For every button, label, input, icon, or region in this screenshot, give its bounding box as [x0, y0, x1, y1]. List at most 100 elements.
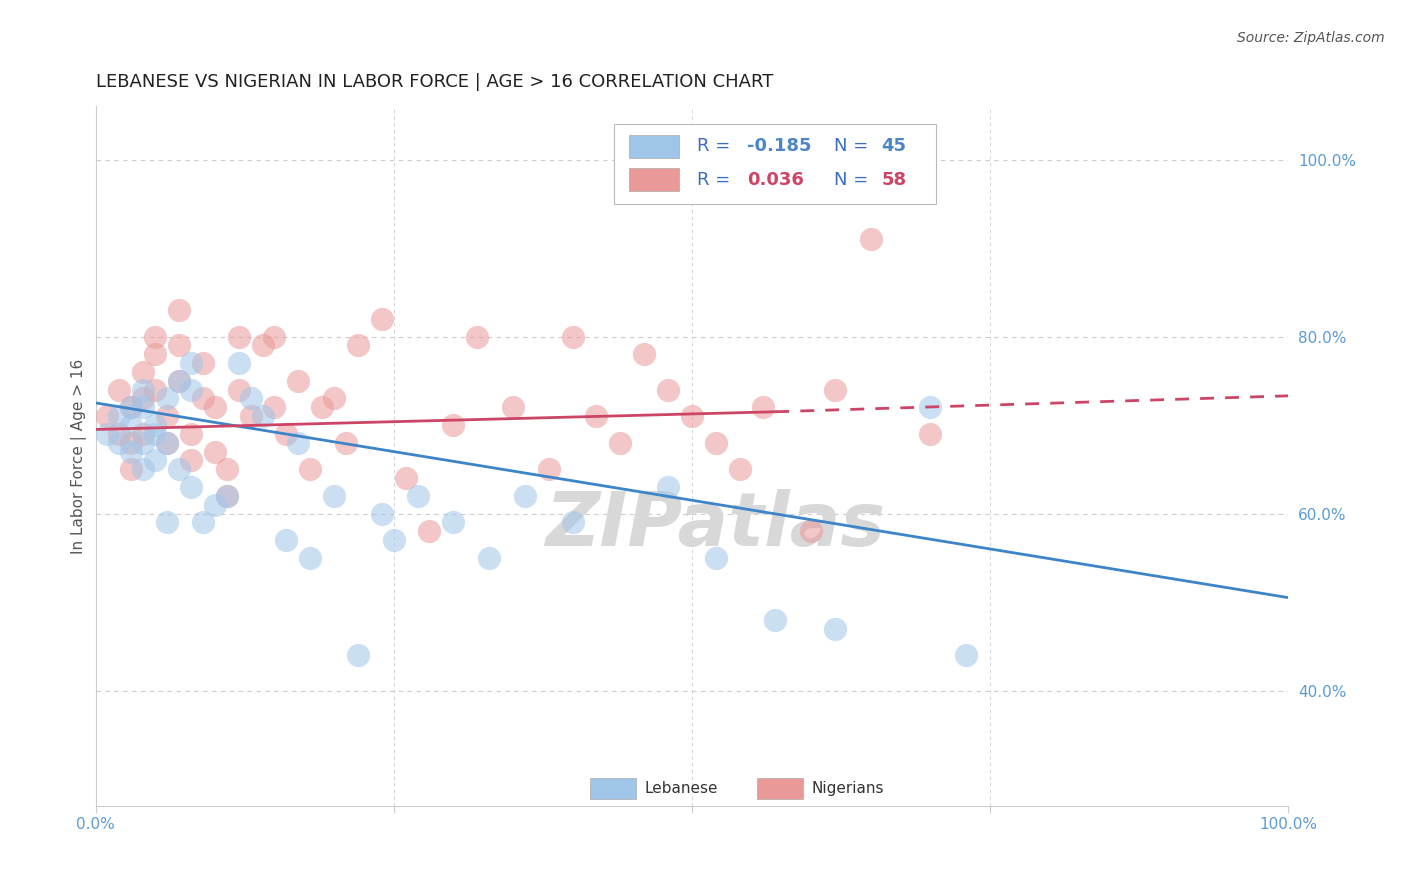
- Point: [252, 409, 274, 424]
- Point: [215, 489, 238, 503]
- Point: [537, 462, 560, 476]
- Text: -0.185: -0.185: [747, 137, 811, 155]
- Point: [191, 392, 214, 406]
- Point: [228, 329, 250, 343]
- Point: [239, 409, 262, 424]
- Point: [395, 471, 418, 485]
- Point: [287, 374, 309, 388]
- Point: [120, 417, 142, 432]
- Point: [252, 338, 274, 352]
- Point: [263, 329, 285, 343]
- Text: 45: 45: [882, 137, 907, 155]
- Point: [585, 409, 607, 424]
- Point: [382, 533, 405, 547]
- Point: [920, 426, 942, 441]
- Point: [239, 392, 262, 406]
- Text: 58: 58: [882, 171, 907, 189]
- Point: [167, 303, 190, 318]
- FancyBboxPatch shape: [628, 169, 679, 192]
- Point: [120, 444, 142, 458]
- Point: [108, 409, 131, 424]
- Y-axis label: In Labor Force | Age > 16: In Labor Force | Age > 16: [72, 359, 87, 554]
- Point: [191, 356, 214, 370]
- Point: [204, 444, 226, 458]
- Text: R =: R =: [696, 137, 735, 155]
- Point: [441, 516, 464, 530]
- FancyBboxPatch shape: [758, 778, 803, 798]
- Point: [132, 435, 155, 450]
- Point: [276, 426, 298, 441]
- Point: [96, 426, 118, 441]
- Point: [335, 435, 357, 450]
- Point: [478, 550, 501, 565]
- Point: [143, 329, 166, 343]
- Point: [633, 347, 655, 361]
- Point: [96, 409, 118, 424]
- Point: [287, 435, 309, 450]
- Point: [132, 392, 155, 406]
- Point: [215, 489, 238, 503]
- Point: [763, 613, 786, 627]
- Point: [132, 462, 155, 476]
- Text: N =: N =: [834, 137, 873, 155]
- Point: [920, 401, 942, 415]
- Text: R =: R =: [696, 171, 735, 189]
- Text: Source: ZipAtlas.com: Source: ZipAtlas.com: [1237, 31, 1385, 45]
- Point: [347, 648, 370, 662]
- Text: 0.036: 0.036: [747, 171, 804, 189]
- Point: [441, 417, 464, 432]
- Point: [561, 516, 583, 530]
- Point: [371, 507, 394, 521]
- Point: [204, 498, 226, 512]
- Point: [371, 311, 394, 326]
- FancyBboxPatch shape: [614, 124, 936, 204]
- Point: [955, 648, 977, 662]
- Point: [143, 347, 166, 361]
- Point: [299, 550, 322, 565]
- Point: [609, 435, 631, 450]
- Point: [120, 401, 142, 415]
- Point: [263, 401, 285, 415]
- Point: [108, 426, 131, 441]
- FancyBboxPatch shape: [628, 135, 679, 158]
- Point: [108, 383, 131, 397]
- Point: [180, 383, 202, 397]
- Point: [513, 489, 536, 503]
- Point: [180, 356, 202, 370]
- Point: [681, 409, 703, 424]
- Point: [228, 383, 250, 397]
- Point: [311, 401, 333, 415]
- Point: [859, 232, 882, 246]
- Point: [561, 329, 583, 343]
- Point: [215, 462, 238, 476]
- Point: [167, 374, 190, 388]
- Point: [800, 524, 823, 539]
- Point: [132, 401, 155, 415]
- Point: [704, 435, 727, 450]
- Point: [120, 462, 142, 476]
- Point: [323, 392, 346, 406]
- Point: [465, 329, 488, 343]
- Point: [156, 516, 179, 530]
- Point: [143, 453, 166, 467]
- Text: LEBANESE VS NIGERIAN IN LABOR FORCE | AGE > 16 CORRELATION CHART: LEBANESE VS NIGERIAN IN LABOR FORCE | AG…: [96, 73, 773, 91]
- Point: [276, 533, 298, 547]
- Point: [167, 338, 190, 352]
- Point: [108, 435, 131, 450]
- Point: [228, 356, 250, 370]
- Point: [299, 462, 322, 476]
- Point: [191, 516, 214, 530]
- Point: [180, 453, 202, 467]
- FancyBboxPatch shape: [591, 778, 636, 798]
- Point: [156, 409, 179, 424]
- Point: [156, 435, 179, 450]
- Point: [824, 383, 846, 397]
- Point: [120, 401, 142, 415]
- Point: [657, 383, 679, 397]
- Point: [752, 401, 775, 415]
- Point: [180, 426, 202, 441]
- Point: [502, 401, 524, 415]
- Point: [143, 383, 166, 397]
- Point: [418, 524, 440, 539]
- Point: [824, 622, 846, 636]
